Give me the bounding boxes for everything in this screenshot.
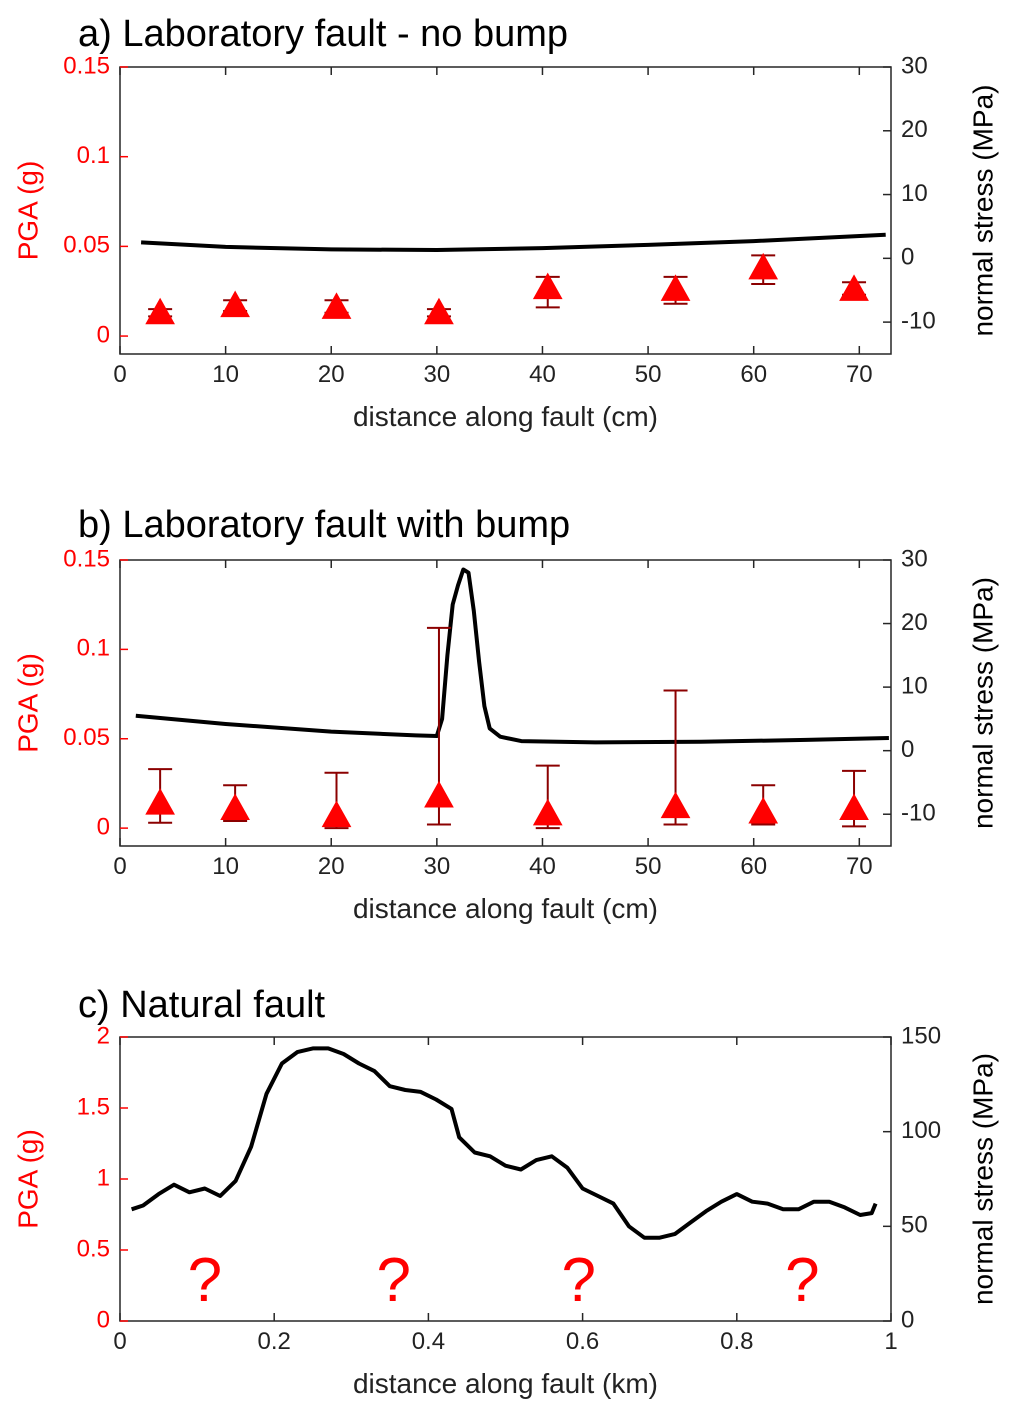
- y-right-tick-label: 0: [901, 736, 914, 763]
- y-left-tick-label: 0: [97, 1306, 110, 1333]
- unknown-pga-mark: ?: [562, 1246, 596, 1315]
- x-tick-label: 70: [846, 853, 873, 880]
- x-tick-label: 30: [423, 853, 450, 880]
- axes-box: [119, 559, 892, 847]
- pga-marker: [839, 274, 869, 301]
- y-right-tick-label: 30: [901, 52, 928, 79]
- pga-marker: [424, 780, 454, 808]
- normal-stress-line: [140, 232, 886, 252]
- pga-marker: [220, 290, 250, 318]
- axes-box: [119, 66, 892, 355]
- x-tick-label: 1: [884, 1328, 897, 1355]
- x-tick-label: 0: [113, 361, 126, 388]
- pga-marker: [660, 791, 691, 819]
- x-tick-label: 0: [113, 1328, 126, 1355]
- unknown-pga-mark: ?: [188, 1246, 222, 1315]
- x-tick-label: 60: [740, 853, 767, 880]
- x-tick-label: 50: [635, 361, 662, 388]
- y-left-tick-label: 0.15: [63, 52, 110, 79]
- y-left-axis-label: PGA (g): [12, 1129, 43, 1229]
- x-axis-label: distance along fault (cm): [353, 401, 658, 432]
- y-left-tick-label: 2: [97, 1022, 110, 1049]
- pga-marker: [145, 297, 175, 325]
- x-tick-label: 40: [529, 853, 556, 880]
- x-axis-label: distance along fault (km): [353, 1368, 658, 1399]
- x-tick-label: 50: [635, 853, 662, 880]
- panel-1: b) Laboratory fault with bump 0 10 20 30 40 50…: [12, 504, 998, 924]
- y-right-tick-label: 100: [901, 1117, 941, 1144]
- y-right-tick-label: 0: [901, 244, 914, 271]
- x-tick-label: 0.2: [258, 1328, 291, 1355]
- y-left-axis-label: PGA (g): [12, 653, 43, 753]
- y-left-axis-label: PGA (g): [12, 161, 43, 261]
- y-right-tick-label: 50: [901, 1212, 928, 1239]
- y-left-tick-label: 1: [97, 1164, 110, 1191]
- y-right-tick-label: 0: [901, 1306, 914, 1333]
- x-tick-label: 10: [212, 853, 239, 880]
- y-left-tick-label: 0.1: [77, 142, 110, 169]
- y-right-tick-label: 10: [901, 180, 928, 207]
- normal-stress-line: [135, 567, 889, 745]
- pga-marker: [839, 793, 869, 820]
- normal-stress-line: [130, 1046, 878, 1240]
- x-tick-label: 30: [423, 361, 450, 388]
- y-left-tick-label: 0.05: [63, 724, 110, 751]
- y-right-tick-label: 20: [901, 116, 928, 143]
- x-tick-label: 0: [113, 853, 126, 880]
- x-tick-label: 70: [846, 361, 873, 388]
- x-tick-label: 10: [212, 361, 239, 388]
- y-right-tick-label: 30: [901, 545, 928, 572]
- y-right-axis-label: normal stress (MPa): [967, 577, 998, 829]
- y-left-tick-label: 0.5: [77, 1235, 110, 1262]
- unknown-pga-mark: ?: [785, 1246, 819, 1315]
- y-right-axis-label: normal stress (MPa): [967, 1053, 998, 1305]
- y-right-tick-label: -10: [901, 800, 936, 827]
- x-tick-label: 0.8: [720, 1328, 753, 1355]
- pga-marker: [220, 793, 250, 820]
- y-left-tick-label: 0.15: [63, 545, 110, 572]
- y-right-tick-label: 150: [901, 1022, 941, 1049]
- y-right-tick-label: 10: [901, 672, 928, 699]
- pga-marker: [660, 274, 691, 301]
- y-left-tick-label: 1.5: [77, 1093, 110, 1120]
- pga-marker: [321, 292, 352, 319]
- x-tick-label: 20: [318, 853, 345, 880]
- y-left-tick-label: 0.05: [63, 232, 110, 259]
- pga-marker: [145, 788, 175, 815]
- y-right-tick-label: 20: [901, 609, 928, 636]
- panel-title: b) Laboratory fault with bump: [78, 504, 570, 546]
- y-left-tick-label: 0.1: [77, 635, 110, 662]
- y-right-tick-label: -10: [901, 307, 936, 334]
- x-tick-label: 0.4: [412, 1328, 445, 1355]
- panel-title: a) Laboratory fault - no bump: [78, 13, 568, 55]
- pga-marker: [532, 798, 563, 826]
- x-tick-label: 60: [740, 361, 767, 388]
- x-tick-label: 40: [529, 361, 556, 388]
- y-right-axis-label: normal stress (MPa): [967, 84, 998, 336]
- x-tick-label: 0.6: [566, 1328, 599, 1355]
- unknown-pga-mark: ?: [376, 1246, 410, 1315]
- panel-title: c) Natural fault: [78, 984, 326, 1026]
- y-left-tick-label: 0: [97, 813, 110, 840]
- x-axis-label: distance along fault (cm): [353, 893, 658, 924]
- pga-marker: [748, 797, 779, 824]
- pga-marker: [424, 297, 454, 325]
- x-tick-label: 20: [318, 361, 345, 388]
- y-left-tick-label: 0: [97, 321, 110, 348]
- pga-marker: [321, 800, 352, 828]
- pga-marker: [748, 252, 779, 280]
- pga-marker: [532, 272, 563, 300]
- panel-0: a) Laboratory fault - no bump 0 10 20 30 40 50…: [12, 13, 998, 432]
